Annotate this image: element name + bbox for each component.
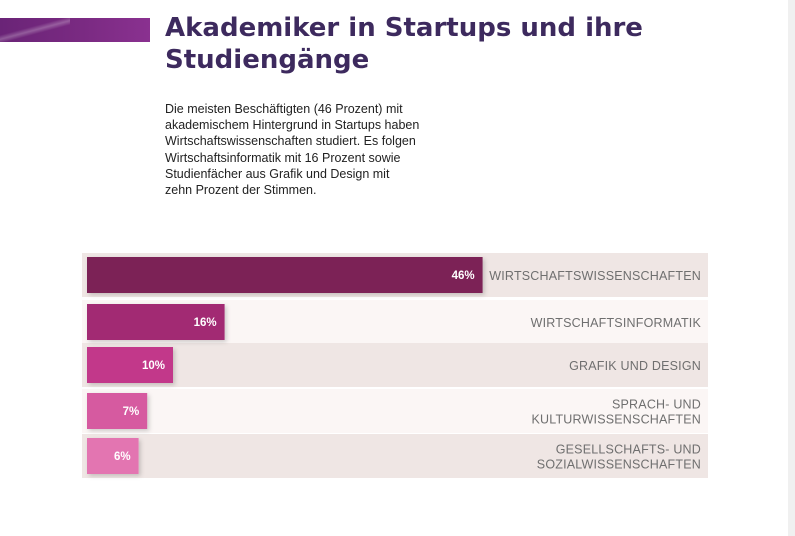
- value-label: 16%: [194, 317, 217, 329]
- category-label: GESELLSCHAFTS- UND SOZIALWISSENSCHAFTEN: [537, 443, 701, 472]
- value-label: 7%: [123, 406, 140, 418]
- accent-band: [0, 18, 150, 42]
- value-label: 6%: [114, 451, 131, 463]
- row-band: [82, 434, 708, 478]
- right-edge: [788, 0, 795, 536]
- bar: [87, 347, 173, 383]
- bar-chart-svg: 46% WIRTSCHAFTSWISSENSCHAFTEN 16% WIRTSCHAF…: [82, 253, 708, 478]
- bar: [87, 257, 483, 293]
- row-band: [82, 389, 708, 433]
- intro-text: Die meisten Beschäftigten (46 Prozent) m…: [165, 102, 420, 198]
- category-label: SPRACH- UND KULTURWISSENSCHAFTEN: [531, 398, 701, 427]
- row-band: [82, 343, 708, 387]
- category-label: WIRTSCHAFTSWISSENSCHAFTEN: [489, 269, 701, 283]
- bar: [87, 438, 139, 474]
- bar: [87, 393, 148, 429]
- value-label: 10%: [142, 360, 165, 372]
- bar-chart: 46% WIRTSCHAFTSWISSENSCHAFTEN 16% WIRTSCHAF…: [78, 245, 718, 490]
- category-label: WIRTSCHAFTSINFORMATIK: [531, 316, 702, 330]
- page-title: Akademiker in Startups und ihre Studieng…: [165, 13, 643, 75]
- value-label: 46%: [452, 270, 475, 282]
- bar: [87, 304, 225, 340]
- category-label: GRAFIK UND DESIGN: [569, 359, 701, 373]
